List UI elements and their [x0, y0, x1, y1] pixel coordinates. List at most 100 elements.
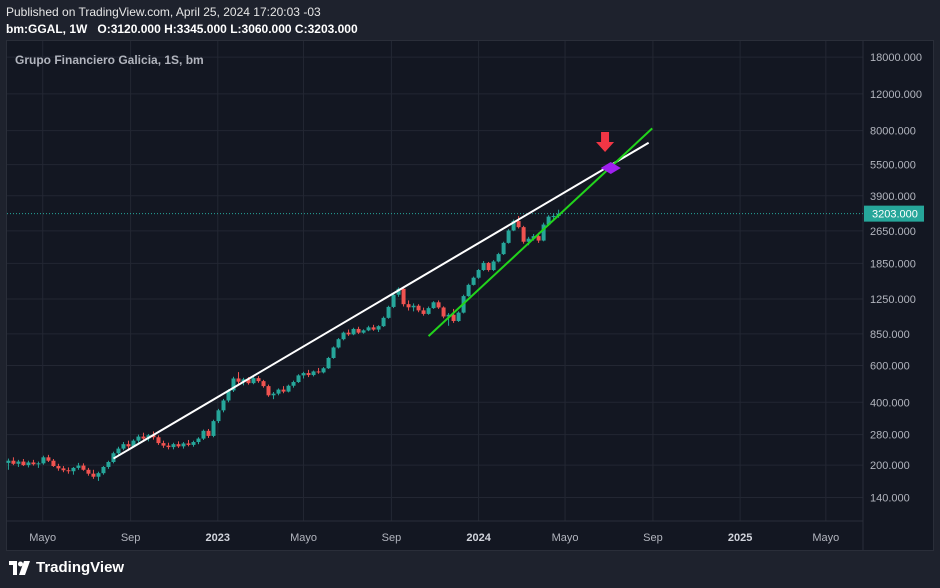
- publish-header: Published on TradingView.com, April 25, …: [0, 0, 940, 40]
- candle-body: [116, 448, 121, 454]
- diamond-marker: [600, 161, 621, 174]
- candle-body: [366, 327, 371, 331]
- candle-body: [356, 328, 361, 333]
- candle-body: [496, 254, 501, 262]
- candle-body: [236, 378, 241, 382]
- candle-body: [206, 430, 211, 436]
- candle-body: [81, 465, 86, 470]
- candle-body: [286, 385, 291, 392]
- candle-body: [56, 466, 61, 469]
- x-tick-label: Sep: [643, 532, 663, 544]
- candle-body: [76, 465, 81, 468]
- tradingview-logo-icon: [9, 560, 30, 575]
- candle-body: [106, 462, 111, 467]
- candle-body: [481, 262, 486, 271]
- x-tick-label: Mayo: [290, 532, 317, 544]
- candle-body: [416, 305, 421, 311]
- candle-body: [326, 357, 331, 369]
- candle-body: [61, 468, 66, 471]
- open-value: 3120.000: [110, 22, 161, 36]
- y-tick-label: 200.000: [870, 460, 910, 472]
- candle-body: [306, 373, 311, 376]
- y-tick-label: 2650.000: [870, 226, 916, 238]
- candle-body: [121, 444, 126, 449]
- open-label: O:: [97, 22, 111, 36]
- candle-body: [231, 378, 236, 391]
- candle-body: [21, 461, 26, 466]
- candle-body: [371, 327, 376, 330]
- y-tick-label: 1850.000: [870, 258, 916, 270]
- candle-body: [26, 462, 31, 466]
- candle-body: [516, 221, 521, 228]
- candle-body: [381, 317, 386, 327]
- candle-body: [446, 314, 451, 317]
- y-tick-label: 5500.000: [870, 160, 916, 172]
- candle-body: [221, 400, 226, 411]
- candle-body: [31, 462, 36, 465]
- candle-body: [16, 461, 21, 464]
- candle-body: [96, 473, 101, 477]
- candle-body: [6, 460, 11, 463]
- candle-body: [361, 330, 366, 333]
- candle-body: [176, 444, 181, 447]
- low-value: 3060.000: [241, 22, 292, 36]
- candle-body: [86, 469, 91, 474]
- high-label: H:: [164, 22, 177, 36]
- candle-body: [486, 262, 491, 271]
- price-chart[interactable]: 140.000 200.000 280.000 400.000 600.000 850.0…: [0, 0, 940, 552]
- candle-body: [226, 390, 231, 401]
- candle-body: [351, 328, 356, 335]
- candle-body: [431, 302, 436, 309]
- x-tick-label: 2024: [466, 532, 491, 544]
- candle-body: [251, 378, 256, 384]
- y-tick-label: 400.000: [870, 397, 910, 409]
- candle-body: [421, 310, 426, 314]
- candle-body: [316, 371, 321, 373]
- candle-body: [346, 332, 351, 335]
- candle-body: [551, 216, 556, 218]
- x-tick-label: Mayo: [29, 532, 56, 544]
- close-value: 3203.000: [307, 22, 358, 36]
- tradingview-logo[interactable]: TradingView: [8, 559, 124, 576]
- candle-body: [11, 460, 16, 464]
- x-tick-label: Mayo: [552, 532, 579, 544]
- candle-body: [436, 302, 441, 308]
- candle-body: [466, 284, 471, 297]
- candle-body: [256, 378, 261, 382]
- symbol-interval: bm:GGAL, 1W: [6, 22, 88, 36]
- candle-body: [131, 440, 136, 447]
- candle-body: [201, 430, 206, 439]
- candle-body: [336, 339, 341, 348]
- candle-body: [376, 326, 381, 330]
- x-tick-label: Sep: [121, 532, 141, 544]
- ohlc-line: bm:GGAL, 1W O:3120.000 H:3345.000 L:3060…: [6, 22, 358, 36]
- candle-body: [91, 473, 96, 477]
- candle-body: [41, 457, 46, 464]
- candle-body: [491, 261, 496, 271]
- candle-body: [66, 470, 71, 472]
- candle-body: [541, 224, 546, 241]
- candle-body: [401, 288, 406, 305]
- last-price-label: 3203.000: [872, 209, 918, 221]
- x-tick-label: 2023: [206, 532, 230, 544]
- y-tick-label: 3900.000: [870, 191, 916, 203]
- candle-body: [171, 444, 176, 448]
- y-tick-label: 850.000: [870, 329, 910, 341]
- candle-body: [151, 435, 156, 438]
- candle-body: [136, 436, 141, 441]
- candle-body: [241, 379, 246, 382]
- y-tick-label: 600.000: [870, 361, 910, 373]
- y-tick-label: 8000.000: [870, 126, 916, 138]
- candle-body: [51, 460, 56, 467]
- candle-body: [546, 216, 551, 225]
- x-tick-label: Mayo: [812, 532, 839, 544]
- candle-body: [526, 238, 531, 242]
- candle-body: [471, 277, 476, 285]
- close-label: C:: [294, 22, 308, 36]
- candle-body: [281, 389, 286, 392]
- candle-body: [391, 294, 396, 307]
- high-value: 3345.000: [176, 22, 227, 36]
- x-tick-label: Sep: [382, 532, 402, 544]
- y-tick-label: 12000.000: [870, 89, 922, 101]
- candle-body: [411, 305, 416, 308]
